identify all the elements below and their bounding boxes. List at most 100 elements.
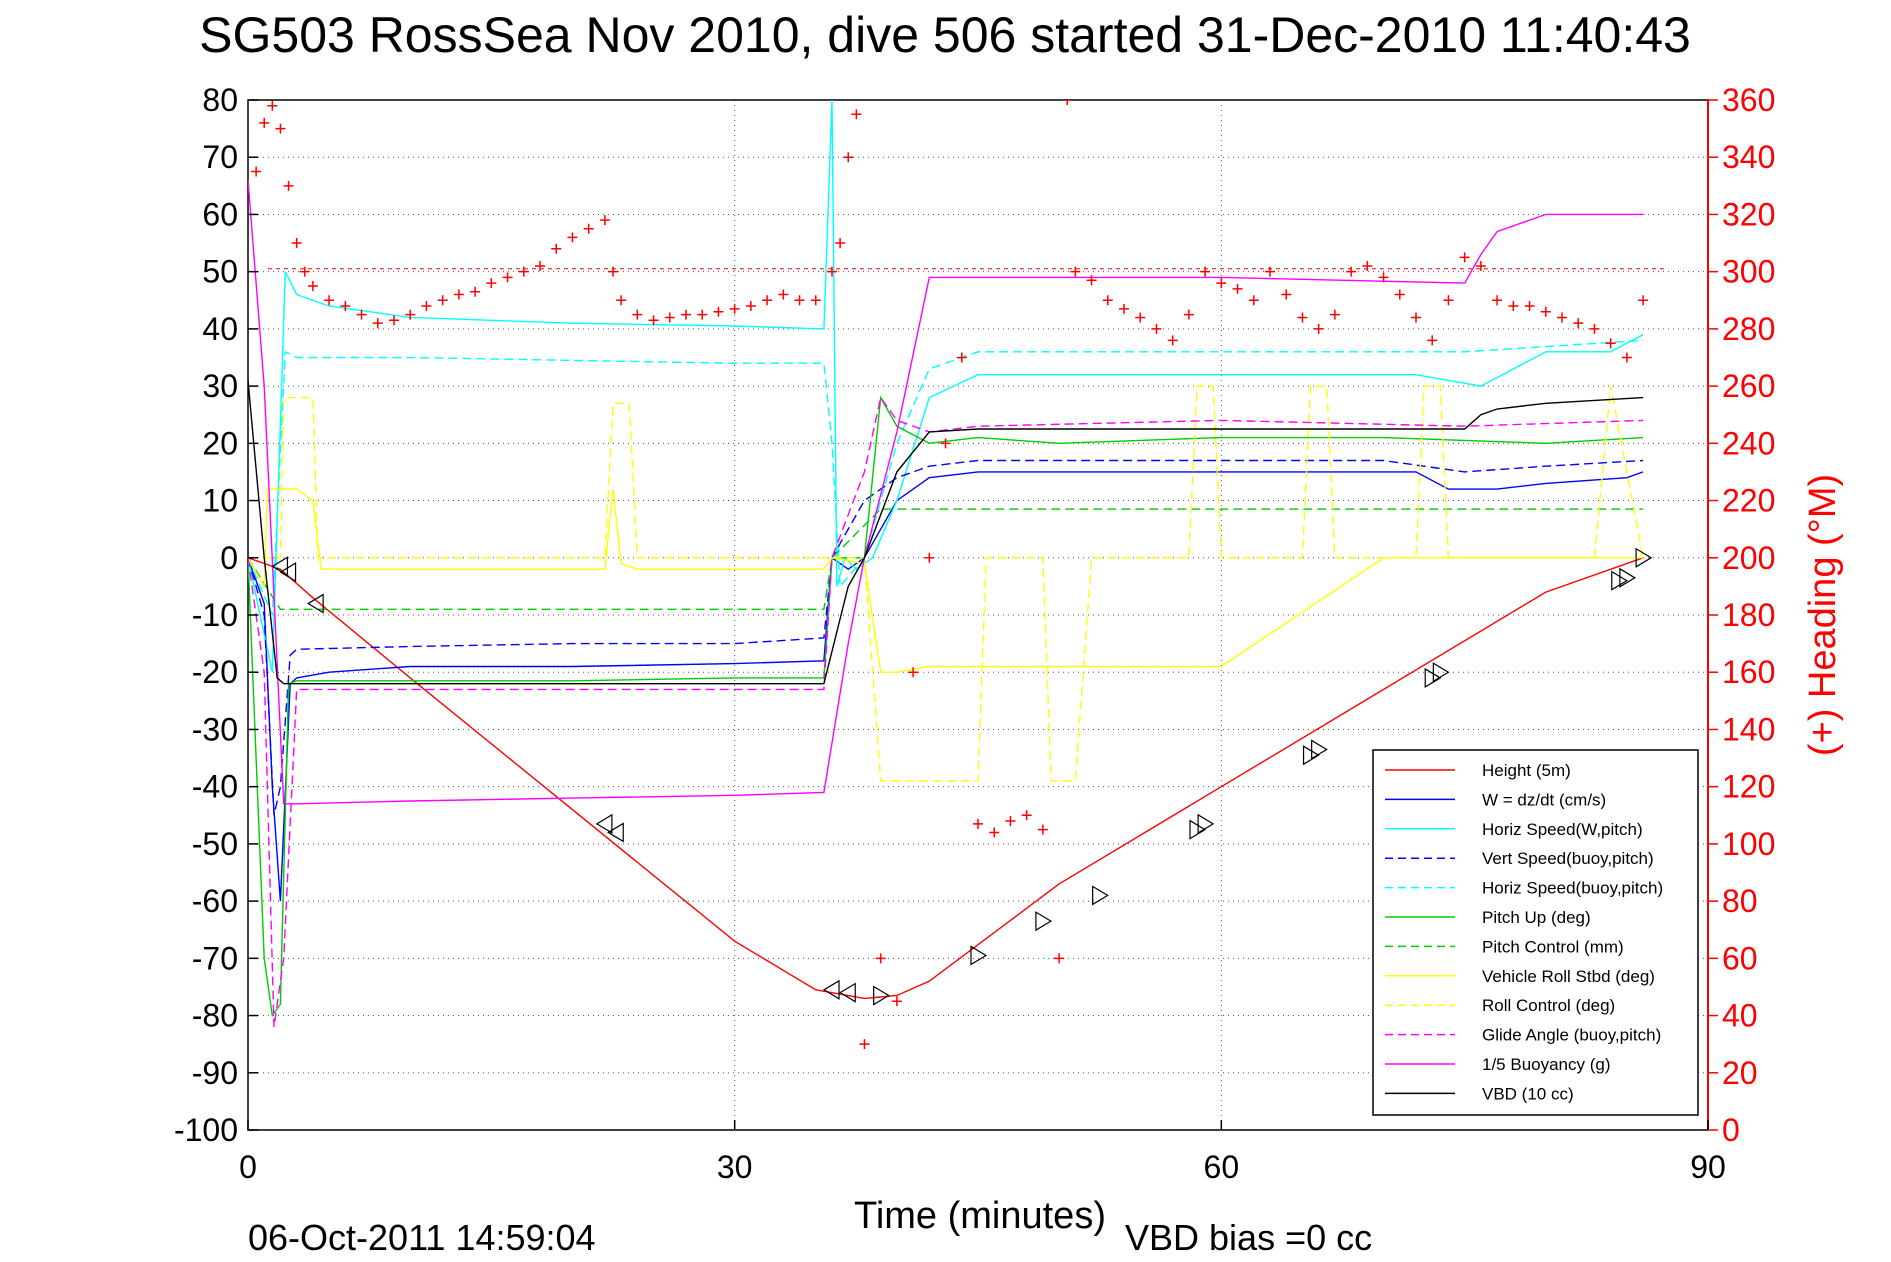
- heading-point: [908, 667, 919, 678]
- heading-point: [551, 243, 562, 254]
- trajectory-marker: [279, 562, 297, 583]
- heading-point: [1394, 289, 1405, 300]
- heading-point: [664, 312, 675, 323]
- heading-point: [729, 303, 740, 314]
- heading-point: [1005, 816, 1016, 826]
- heading-point: [307, 280, 318, 291]
- heading-point: [762, 295, 773, 306]
- y2-tick-label: 140: [1722, 711, 1775, 747]
- legend-label-6: Pitch Control (mm): [1482, 937, 1624, 956]
- heading-point: [421, 301, 432, 311]
- heading-point: [1135, 312, 1146, 323]
- heading-point: [973, 818, 983, 829]
- heading-point: [372, 318, 383, 329]
- heading-point: [778, 289, 789, 300]
- heading-point: [283, 180, 294, 191]
- heading-point: [1313, 323, 1324, 334]
- heading-point: [1119, 303, 1129, 314]
- heading-point: [389, 315, 399, 326]
- heading-point: [1540, 306, 1551, 317]
- heading-point: [827, 266, 837, 277]
- heading-point: [1443, 295, 1454, 306]
- heading-point: [599, 215, 610, 226]
- trajectory-marker: [607, 822, 624, 843]
- y-tick-label: -30: [192, 711, 238, 747]
- legend-label-3: Vert Speed(buoy,pitch): [1482, 849, 1654, 868]
- y-tick-label: -80: [192, 998, 238, 1034]
- x-axis: 0 30 60 90: [239, 1120, 1726, 1185]
- trajectory-marker: [1432, 662, 1450, 683]
- y2-tick-label: 200: [1722, 540, 1775, 576]
- y-tick-label: 60: [202, 196, 238, 232]
- heading-point: [486, 278, 497, 289]
- heading-point: [356, 309, 367, 320]
- y-tick-label: 30: [202, 368, 238, 404]
- trajectory-marker: [595, 813, 613, 834]
- heading-point: [1216, 278, 1227, 289]
- legend: Height (5m) W = dz/dt (cm/s) Horiz Speed(W…: [1372, 749, 1699, 1116]
- trajectory-marker: [1035, 911, 1053, 932]
- y-tick-label: 20: [202, 425, 238, 461]
- heading-point: [437, 295, 448, 306]
- y-tick-label: 70: [202, 139, 238, 175]
- heading-point: [632, 309, 643, 320]
- marker-layer: [271, 547, 1653, 1006]
- legend-label-2: Horiz Speed(W,pitch): [1482, 820, 1643, 839]
- y-axis: 80 70 60 50 40 30 20 10 0 -10 -20 -30 -40 -50 -60 -70 -8…: [174, 82, 258, 1148]
- heading-point: [1557, 312, 1567, 323]
- y2-tick-label: 60: [1722, 940, 1758, 976]
- heading-point: [453, 289, 464, 300]
- heading-point: [502, 272, 513, 283]
- y2-tick-label: 20: [1722, 1055, 1758, 1091]
- heading-point: [1411, 312, 1421, 323]
- heading-point: [1102, 295, 1113, 306]
- heading-point: [851, 109, 862, 120]
- heading-point: [1427, 335, 1438, 346]
- y-tick-label: 10: [202, 483, 238, 519]
- heading-point: [1248, 295, 1259, 306]
- x-axis-label: Time (minutes): [854, 1195, 1106, 1237]
- legend-box: [1372, 749, 1699, 1116]
- legend-label-8: Roll Control (deg): [1482, 996, 1615, 1015]
- grid-lines: [248, 100, 1708, 1130]
- heading-point: [1021, 810, 1032, 821]
- heading-point: [1054, 953, 1065, 964]
- trajectory-marker: [839, 982, 856, 1003]
- heading-point: [1492, 295, 1503, 306]
- y-tick-label: 0: [220, 540, 238, 576]
- y-tick-label: -10: [192, 597, 238, 633]
- trajectory-marker: [1197, 813, 1215, 834]
- legend-label-11: VBD (10 cc): [1482, 1084, 1574, 1103]
- y-tick-label: -100: [174, 1112, 238, 1148]
- heading-point: [843, 152, 854, 163]
- heading-point: [275, 123, 286, 134]
- y2-tick-label: 180: [1722, 597, 1775, 633]
- heading-point: [1265, 266, 1275, 277]
- heading-point: [956, 352, 967, 363]
- legend-label-0: Height (5m): [1482, 761, 1571, 780]
- heading-point: [875, 953, 886, 964]
- legend-label-1: W = dz/dt (cm/s): [1482, 790, 1606, 809]
- y2-tick-label: 120: [1722, 769, 1775, 805]
- heading-point: [1605, 338, 1616, 349]
- heading-point: [1475, 260, 1486, 271]
- heading-point: [1459, 252, 1470, 263]
- heading-point: [340, 301, 351, 311]
- series-line-10: [248, 180, 1644, 805]
- heading-point: [697, 309, 708, 320]
- y2-tick-label: 360: [1722, 82, 1775, 118]
- footer-vbd-bias: VBD bias =0 cc: [1125, 1217, 1372, 1258]
- heading-point: [1508, 301, 1519, 311]
- heading-point: [470, 286, 481, 297]
- heading-point: [1037, 824, 1048, 835]
- y2-tick-label: 320: [1722, 196, 1775, 232]
- trajectory-marker: [1302, 745, 1320, 766]
- heading-point: [859, 1039, 870, 1050]
- heading-point: [681, 309, 691, 320]
- heading-point: [324, 295, 335, 306]
- trajectory-marker: [271, 556, 289, 577]
- y-tick-label: -50: [192, 826, 238, 862]
- heading-point: [810, 295, 821, 306]
- trajectory-marker: [306, 593, 324, 614]
